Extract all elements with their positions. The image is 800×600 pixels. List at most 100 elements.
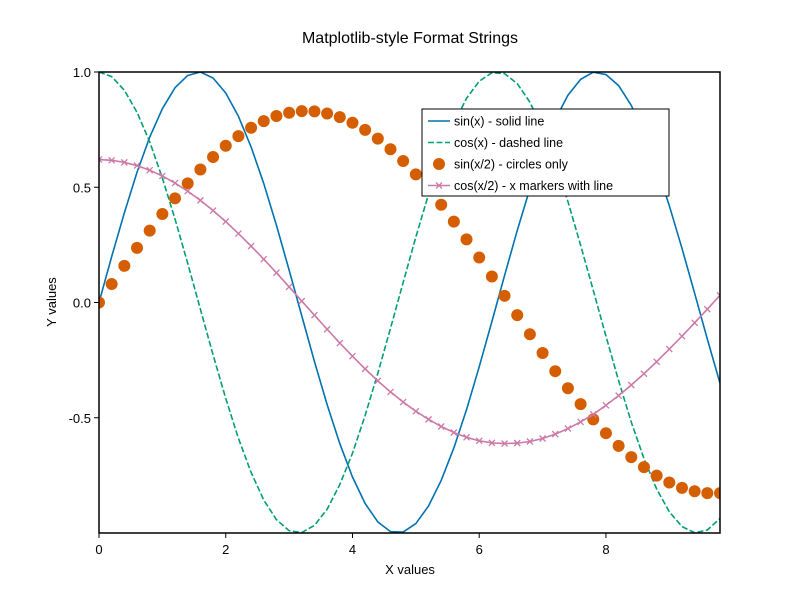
data-point bbox=[612, 439, 625, 452]
data-point bbox=[691, 319, 699, 327]
series-cos-x bbox=[99, 72, 720, 533]
data-point bbox=[158, 172, 166, 180]
data-point bbox=[463, 433, 470, 441]
data-point bbox=[247, 242, 255, 250]
data-point bbox=[574, 398, 587, 411]
legend-label: cos(x) - dashed line bbox=[454, 136, 563, 150]
data-point bbox=[523, 328, 536, 341]
data-point bbox=[511, 309, 524, 322]
data-point bbox=[716, 291, 720, 299]
x-tick-label: 4 bbox=[349, 542, 356, 557]
data-point bbox=[257, 115, 270, 128]
data-point bbox=[181, 177, 194, 190]
legend-label: sin(x) - solid line bbox=[454, 115, 544, 129]
data-point bbox=[485, 270, 498, 283]
data-point bbox=[549, 365, 562, 378]
data-point bbox=[602, 401, 610, 409]
data-point bbox=[99, 296, 105, 309]
data-point bbox=[323, 325, 331, 333]
y-tick-label: -0.5 bbox=[69, 411, 91, 426]
data-point bbox=[678, 332, 686, 340]
data-point bbox=[371, 132, 384, 145]
x-tick-label: 8 bbox=[602, 542, 609, 557]
data-point bbox=[321, 107, 334, 120]
data-point bbox=[714, 487, 720, 500]
legend-label: cos(x/2) - x markers with line bbox=[454, 179, 613, 193]
data-point bbox=[627, 381, 635, 389]
data-point bbox=[108, 156, 116, 164]
y-axis-label: Y values bbox=[44, 277, 59, 327]
data-point bbox=[526, 438, 534, 445]
data-point bbox=[615, 392, 623, 400]
data-point bbox=[194, 163, 207, 176]
x-axis-label: X values bbox=[385, 562, 435, 577]
data-point bbox=[450, 429, 458, 436]
data-point bbox=[346, 116, 359, 129]
data-point bbox=[120, 158, 128, 166]
data-point bbox=[625, 451, 638, 464]
data-point bbox=[232, 130, 245, 143]
x-tick-label: 0 bbox=[95, 542, 102, 557]
data-point bbox=[650, 469, 663, 482]
data-point bbox=[387, 388, 394, 396]
data-point bbox=[361, 365, 369, 373]
data-point bbox=[374, 377, 382, 385]
data-point bbox=[425, 415, 432, 423]
legend-entry-cos-x: cos(x) - dashed line bbox=[428, 136, 563, 150]
series-line-cos-x bbox=[99, 72, 720, 533]
data-point bbox=[143, 224, 156, 237]
data-point bbox=[435, 198, 448, 211]
data-point bbox=[409, 168, 422, 181]
data-point bbox=[688, 485, 701, 498]
data-point bbox=[234, 230, 242, 238]
data-point bbox=[399, 398, 407, 406]
series-layer bbox=[99, 72, 720, 533]
legend-box bbox=[421, 108, 670, 197]
data-point bbox=[701, 487, 714, 500]
y-tick-label: 0.5 bbox=[73, 180, 91, 195]
data-point bbox=[513, 439, 521, 447]
data-point bbox=[412, 407, 420, 415]
data-point bbox=[551, 430, 559, 438]
data-point bbox=[105, 278, 118, 291]
data-point bbox=[285, 283, 293, 291]
data-point bbox=[260, 255, 268, 263]
data-point bbox=[171, 179, 179, 187]
data-point bbox=[169, 192, 182, 205]
y-axis: 1.0 0.5 0.0 -0.5 bbox=[69, 65, 99, 426]
data-point bbox=[146, 166, 154, 174]
data-point bbox=[349, 352, 356, 360]
y-tick-label: 1.0 bbox=[73, 65, 91, 80]
data-point bbox=[653, 358, 661, 366]
y-tick-label: 0.0 bbox=[73, 296, 91, 311]
data-point bbox=[131, 241, 144, 254]
data-point bbox=[460, 233, 473, 246]
series-sin-x bbox=[99, 72, 720, 533]
data-point bbox=[577, 418, 585, 426]
data-point bbox=[589, 410, 597, 418]
legend-entry-cos-x-2: cos(x/2) - x markers with line bbox=[428, 179, 613, 193]
data-point bbox=[209, 207, 217, 214]
data-point bbox=[219, 139, 232, 152]
series-sin-x-2 bbox=[99, 105, 720, 500]
data-point bbox=[675, 481, 688, 494]
data-point bbox=[196, 196, 204, 204]
data-point bbox=[397, 154, 410, 167]
legend-entry-sin-x-2: sin(x/2) - circles only bbox=[433, 158, 569, 172]
legend-marker bbox=[435, 182, 443, 189]
data-point bbox=[665, 345, 673, 353]
data-point bbox=[498, 289, 511, 302]
data-point bbox=[637, 461, 650, 474]
data-point bbox=[283, 106, 296, 119]
x-tick-label: 2 bbox=[222, 542, 229, 557]
data-point bbox=[564, 425, 572, 433]
data-point bbox=[295, 105, 308, 118]
data-point bbox=[640, 370, 648, 378]
data-point bbox=[663, 476, 676, 489]
data-point bbox=[384, 143, 397, 156]
data-point bbox=[536, 346, 549, 359]
data-point bbox=[703, 305, 711, 313]
data-point bbox=[473, 251, 486, 264]
data-point bbox=[599, 427, 612, 440]
